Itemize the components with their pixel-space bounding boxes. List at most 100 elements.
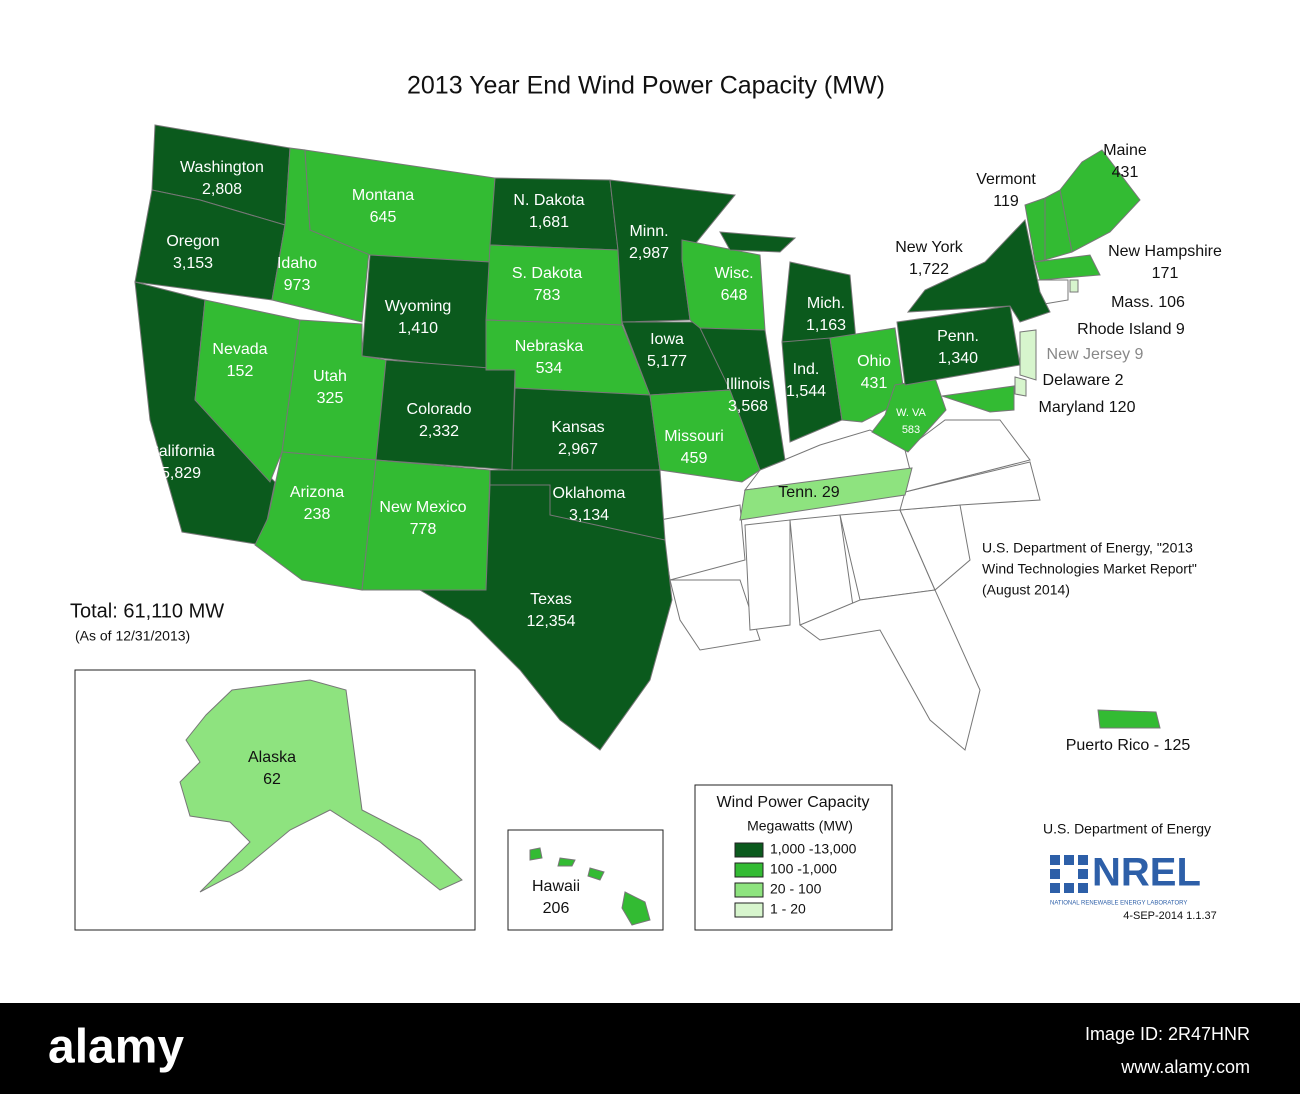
- state-label: S. Dakota: [512, 265, 582, 282]
- source: U.S. Department of Energy, "2013: [982, 540, 1193, 556]
- state-shape: [681, 239, 766, 331]
- state-shape: [719, 231, 797, 253]
- state-value: 171: [1152, 265, 1179, 282]
- state-label: Alaska: [248, 749, 296, 766]
- total: Total: 61,110 MW: [70, 600, 224, 622]
- state-label: Maine: [1103, 142, 1147, 159]
- state-label: Ind.: [793, 361, 820, 378]
- state-value: 1,681: [529, 214, 569, 231]
- state-label: Nevada: [212, 341, 267, 358]
- legend-label: 100 -1,000: [770, 861, 837, 877]
- tagline: NATIONAL RENEWABLE ENERGY LABORATORY: [1050, 901, 1187, 907]
- state-shape: [179, 679, 463, 893]
- state-label: Montana: [352, 187, 414, 204]
- state-value: 459: [681, 450, 708, 467]
- state-label: N. Dakota: [513, 192, 584, 209]
- state-shape: [649, 389, 761, 483]
- state-label: Illinois: [726, 376, 770, 393]
- legend-items: 1,000 -13,000 100 -1,000 20 - 100 1 - 20: [734, 841, 857, 918]
- hawaii-inset: [507, 829, 664, 931]
- state-value: 583: [902, 424, 920, 436]
- state-label: Hawaii: [532, 878, 580, 895]
- state-value: 238: [304, 506, 331, 523]
- state-label: New Jersey 9: [1047, 346, 1144, 363]
- state-value: 973: [284, 277, 311, 294]
- state-label: Arizona: [290, 484, 344, 501]
- footer-bar: [0, 1003, 1300, 1094]
- state-shape: [1069, 279, 1079, 293]
- legend-box: [694, 784, 893, 931]
- state-value: 1,722: [909, 261, 949, 278]
- state-shape: [1097, 709, 1161, 729]
- state-label: Ohio: [857, 353, 891, 370]
- state-shape: [485, 244, 623, 326]
- state-value: 2,332: [419, 423, 459, 440]
- state-label: Kansas: [551, 419, 604, 436]
- state-label: Mass. 106: [1111, 294, 1185, 311]
- states: [134, 124, 1161, 926]
- state-label: Maryland 120: [1039, 399, 1136, 416]
- state-shape: [621, 891, 651, 926]
- state-value: 431: [861, 375, 888, 392]
- state-shape: [799, 589, 981, 751]
- legend-swatch: [734, 842, 764, 858]
- state-value: 3,568: [728, 398, 768, 415]
- state-shape: [941, 385, 1015, 413]
- state-label: Oregon: [166, 233, 219, 250]
- state-value: 119: [993, 193, 1019, 210]
- state-shape: [418, 484, 673, 751]
- legend-label: 1,000 -13,000: [770, 841, 857, 857]
- source: (August 2014): [982, 582, 1070, 598]
- state-shape: [557, 857, 576, 867]
- state-shape: [1044, 189, 1073, 261]
- state-label: New Hampshire: [1108, 243, 1222, 260]
- state-label: Vermont: [976, 171, 1036, 188]
- state-label: Rhode Island 9: [1077, 321, 1185, 338]
- state-value: 783: [534, 287, 561, 304]
- state-label: Iowa: [650, 331, 684, 348]
- state-label: California: [147, 443, 215, 460]
- state-label: Texas: [530, 591, 572, 608]
- state-label: Puerto Rico - 125: [1066, 737, 1191, 754]
- state-label: Tenn. 29: [778, 484, 839, 501]
- footer-url: www.alamy.com: [1120, 1057, 1250, 1077]
- state-shape: [906, 218, 1051, 323]
- state-value: 534: [536, 360, 563, 377]
- state-label: Utah: [313, 368, 347, 385]
- state-value: 206: [543, 900, 570, 917]
- state-shape: [529, 847, 543, 861]
- title: 2013 Year End Wind Power Capacity (MW): [407, 72, 885, 100]
- state-label: Wisc.: [714, 265, 753, 282]
- state-shape: [1014, 376, 1027, 397]
- state-shape: [829, 327, 906, 423]
- state-shape: [194, 299, 301, 483]
- state-value: 152: [227, 363, 254, 380]
- state-value: 12,354: [527, 613, 576, 630]
- state-label: Penn.: [937, 328, 979, 345]
- state-shape: [1034, 254, 1101, 281]
- footer-brand: alamy: [48, 1021, 184, 1074]
- legend-title: Wind Power Capacity: [717, 794, 870, 811]
- state-label: Wyoming: [385, 298, 452, 315]
- state-label: W. VA: [896, 407, 926, 419]
- nrel-icon: [1050, 855, 1088, 893]
- stamp: 4-SEP-2014 1.1.37: [1123, 910, 1217, 922]
- state-value: 5,829: [161, 465, 201, 482]
- legend-swatch: [734, 902, 764, 918]
- state-shape: [1019, 329, 1037, 381]
- state-value: 1,544: [786, 383, 826, 400]
- state-label: Idaho: [277, 255, 317, 272]
- logo: NREL: [1092, 851, 1201, 895]
- legend-label: 20 - 100: [770, 881, 822, 897]
- state-value: 2,808: [202, 181, 242, 198]
- state-value: 2,987: [629, 245, 669, 262]
- state-value: 1,410: [398, 320, 438, 337]
- state-label: New Mexico: [379, 499, 466, 516]
- state-shape: [587, 867, 605, 881]
- state-value: 325: [317, 390, 344, 407]
- state-label: Colorado: [407, 401, 472, 418]
- state-value: 5,177: [647, 353, 687, 370]
- state-label: Delaware 2: [1043, 372, 1124, 389]
- legend-subtitle: Megawatts (MW): [747, 818, 853, 834]
